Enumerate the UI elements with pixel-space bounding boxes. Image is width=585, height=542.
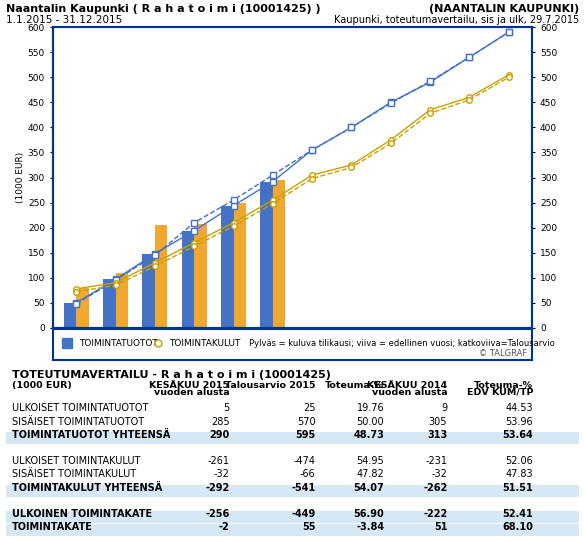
Text: 313: 313 [427,430,448,440]
Text: 55: 55 [302,522,315,532]
Text: 9: 9 [441,403,448,414]
Text: 50.00: 50.00 [357,417,384,427]
Bar [116,273,128,328]
Text: 51.51: 51.51 [503,483,534,493]
Text: Toteuma-%: Toteuma-% [474,380,534,390]
Text: ULKOISET TOIMINTATUOTOT: ULKOISET TOIMINTATUOTOT [12,403,148,414]
Bar [6,485,579,497]
Text: 19.76: 19.76 [357,403,384,414]
Text: Naantalin Kaupunki ( R a h a t o i m i (10001425) ): Naantalin Kaupunki ( R a h a t o i m i (… [6,4,321,14]
Bar [260,182,273,328]
Bar [155,225,167,328]
Text: -262: -262 [423,483,448,493]
Text: -449: -449 [291,509,315,519]
Text: 53.96: 53.96 [505,417,534,427]
Bar [76,288,89,328]
Text: 48.73: 48.73 [353,430,384,440]
Text: TOIMINTATUOTOT: TOIMINTATUOTOT [79,339,158,347]
Bar [194,224,207,328]
Text: Kaupunki, toteutumavertailu, sis ja ulk, 29.7.2015: Kaupunki, toteutumavertailu, sis ja ulk,… [334,15,579,24]
Text: ULKOISET TOIMINTAKULUT: ULKOISET TOIMINTAKULUT [12,456,140,466]
Text: KESÄKUU 2015: KESÄKUU 2015 [149,380,229,390]
Text: -32: -32 [214,469,229,480]
Text: -32: -32 [431,469,448,480]
Text: TOIMINTAKATE: TOIMINTAKATE [12,522,92,532]
Text: TOIMINTAKULUT YHTEENSÄ: TOIMINTAKULUT YHTEENSÄ [12,482,162,493]
Text: KESÄKUU 2014: KESÄKUU 2014 [367,380,448,390]
Text: 44.53: 44.53 [505,403,534,414]
Bar [6,432,579,444]
Text: TOIMINTATUOTOT YHTEENSÄ: TOIMINTATUOTOT YHTEENSÄ [12,430,170,440]
Text: 47.83: 47.83 [505,469,534,480]
Bar [221,205,233,328]
Bar [6,511,579,523]
Text: 56.90: 56.90 [353,509,384,519]
Bar [6,524,579,537]
Text: 595: 595 [295,430,315,440]
Text: 68.10: 68.10 [503,522,534,532]
Bar [181,231,194,328]
Text: 53.64: 53.64 [503,430,534,440]
Text: 285: 285 [211,417,229,427]
Text: TOIMINTAKULUT: TOIMINTAKULUT [169,339,240,347]
Text: Talousarvio 2015: Talousarvio 2015 [225,380,315,390]
Text: -3.84: -3.84 [356,522,384,532]
Text: -541: -541 [291,483,315,493]
Text: Toteuma-%: Toteuma-% [325,380,384,390]
Text: 290: 290 [209,430,229,440]
Text: 52.06: 52.06 [505,456,534,466]
Text: (1000 EUR): (1000 EUR) [12,380,71,390]
Text: Pylväs = kuluva tilikausi; viiva = edellinen vuosi; katkoviiva=Talousarvio: Pylväs = kuluva tilikausi; viiva = edell… [249,339,555,347]
Text: 54.95: 54.95 [356,456,384,466]
Bar [103,279,116,328]
Text: (NAANTALIN KAUPUNKI): (NAANTALIN KAUPUNKI) [429,4,579,14]
Text: 1.1.2015 - 31.12.2015: 1.1.2015 - 31.12.2015 [6,15,122,24]
Bar [142,254,155,328]
Text: 305: 305 [429,417,448,427]
Text: SISÄISET TOIMINTATUOTOT: SISÄISET TOIMINTATUOTOT [12,417,144,427]
Text: -256: -256 [205,509,229,519]
Text: © TALGRAF: © TALGRAF [479,349,528,358]
Text: 25: 25 [303,403,315,414]
Text: ULKOINEN TOIMINTAKATE: ULKOINEN TOIMINTAKATE [12,509,152,519]
Text: EDV KUM/TP: EDV KUM/TP [467,388,534,397]
Text: -231: -231 [425,456,448,466]
Text: SISÄISET TOIMINTAKULUT: SISÄISET TOIMINTAKULUT [12,469,136,480]
Text: vuoden alusta: vuoden alusta [371,388,448,397]
Text: 54.07: 54.07 [353,483,384,493]
Text: -66: -66 [300,469,315,480]
Text: 52.41: 52.41 [503,509,534,519]
Bar [64,303,76,328]
Text: -2: -2 [219,522,229,532]
Text: -292: -292 [205,483,229,493]
Bar [233,203,246,328]
Text: TOTEUTUMAVERTAILU - R a h a t o i m i (10001425): TOTEUTUMAVERTAILU - R a h a t o i m i (1… [12,370,331,380]
Text: 47.82: 47.82 [356,469,384,480]
Text: vuoden alusta: vuoden alusta [154,388,229,397]
Text: -222: -222 [423,509,448,519]
Text: -474: -474 [294,456,315,466]
Text: 51: 51 [434,522,448,532]
Y-axis label: (1000 EUR): (1000 EUR) [16,152,25,203]
Text: 5: 5 [223,403,229,414]
Bar [273,180,285,328]
Text: 570: 570 [297,417,315,427]
Text: -261: -261 [208,456,229,466]
